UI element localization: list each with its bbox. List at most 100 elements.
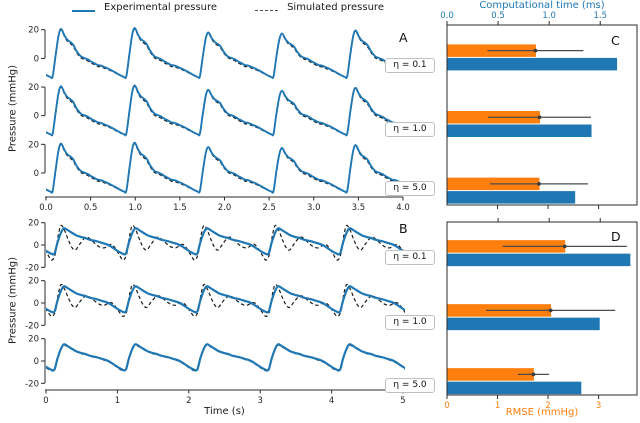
y-tick-label: -20: [25, 321, 39, 331]
y-tick-label: -20: [25, 379, 39, 389]
panel-a: 20 0 20 0 20 0 0.0 0.5 1.0 1.5 2.0 2.5 3.0 3.5 4.0: [28, 26, 410, 213]
comp-time-bar: [447, 191, 576, 204]
y-tick-label: 20: [28, 335, 39, 345]
comp-time-bar: [447, 253, 631, 267]
comp-time-bar: [447, 57, 618, 71]
x-tick-label: 3: [257, 396, 262, 406]
x-tick-label: 4: [329, 396, 334, 406]
panel-label-c: C: [611, 33, 620, 48]
legend-item-simulated: Simulated pressure: [255, 2, 384, 13]
x-tick-label: 2: [186, 396, 191, 406]
panel-a-ylabel: Pressure (mmHg): [7, 64, 19, 153]
rmse-bar: [447, 368, 534, 381]
panel-label-a: A: [399, 30, 408, 45]
plot-box: [446, 221, 638, 396]
x-tick-label: 2.0: [218, 203, 232, 213]
x-tick-label: 4.0: [396, 203, 410, 213]
bar-group-η=0.1: [447, 44, 618, 71]
eta-annotation: η = 1.0: [385, 315, 435, 330]
rmse-tick-label: 1: [495, 401, 500, 411]
legend-label: Simulated pressure: [287, 2, 384, 13]
eta-annotation: η = 5.0: [385, 378, 435, 393]
bar-group-η=5.0: [447, 368, 582, 395]
y-tick-label: 0: [34, 169, 39, 179]
experimental-pressure-line: [46, 285, 405, 314]
simulated-line-swatch: [255, 10, 279, 11]
eta-annotation: η = 1.0: [385, 122, 435, 137]
y-tick-label: 0: [34, 357, 39, 367]
simulated-pressure-line: [46, 143, 405, 194]
panel-a-subplot-1: 20 0: [28, 83, 405, 137]
eta-annotation: η = 5.0: [385, 181, 435, 196]
experimental-pressure-line: [46, 343, 405, 372]
comp-time-bar: [447, 317, 600, 331]
rmse-error-marker: [537, 115, 542, 120]
panel-c: 0.0 0.5 1.0 1.5: [440, 11, 638, 209]
panel-b-ylabel: Pressure (mmHg): [7, 256, 19, 345]
y-tick-label: 20: [28, 26, 39, 36]
rmse-error-marker: [537, 181, 541, 186]
comp-time-tick-label: 1.0: [542, 11, 556, 21]
x-tick-label: 0.5: [84, 203, 98, 213]
rmse-error-marker: [533, 48, 538, 53]
rmse-error-marker: [531, 372, 536, 377]
rmse-error-marker: [548, 308, 553, 313]
simulated-pressure-line: [46, 283, 405, 318]
comp-time-bar: [447, 381, 582, 395]
x-tick-label: 1.0: [128, 203, 142, 213]
simulated-pressure-line: [46, 85, 405, 137]
panel-b-subplot-1: 20 0 -20: [25, 277, 405, 331]
y-tick-label: 20: [28, 140, 39, 150]
panel-d: 0 1 2 3: [444, 218, 638, 411]
comp-time-tick-label: 0.0: [440, 11, 454, 21]
y-tick-label: 0: [34, 54, 39, 64]
panel-b-xlabel: Time (s): [204, 406, 245, 417]
comp-time-tick-label: 0.5: [491, 11, 505, 21]
bar-group-η=5.0: [447, 177, 588, 204]
legend-item-experimental: Experimental pressure: [72, 2, 217, 13]
y-tick-label: 0: [34, 112, 39, 122]
rmse-tick-label: 2: [545, 401, 550, 411]
legend: Experimental pressure Simulated pressure: [72, 2, 384, 13]
x-tick-label: 3.0: [307, 203, 321, 213]
x-tick-label: 1: [115, 396, 120, 406]
x-tick-label: 5: [400, 396, 405, 406]
rmse-error-marker: [562, 244, 567, 249]
rmse-axis-title: RMSE (mmHg): [505, 407, 579, 418]
bar-group-η=1.0: [447, 111, 592, 137]
eta-annotation: η = 0.1: [385, 58, 435, 73]
panel-label-b: B: [399, 221, 408, 236]
legend-label: Experimental pressure: [104, 2, 218, 13]
rmse-tick-label: 3: [596, 401, 601, 411]
comp-time-axis-title: Computational time (ms): [479, 0, 605, 11]
experimental-pressure-line: [46, 141, 405, 194]
y-tick-label: 20: [28, 83, 39, 93]
panel-a-subplot-0: 20 0: [28, 26, 405, 80]
y-tick-label: 20: [28, 219, 39, 229]
panel-a-subplot-2: 20 0: [28, 140, 405, 194]
plot-box: [446, 24, 638, 206]
simulated-pressure-line: [46, 224, 405, 261]
x-tick-label: 2.5: [262, 203, 276, 213]
x-tick-label: 1.5: [173, 203, 187, 213]
experimental-line-swatch: [72, 10, 95, 12]
y-tick-label: -20: [25, 263, 39, 273]
bar-group-η=1.0: [447, 304, 616, 331]
y-tick-label: 0: [34, 241, 39, 251]
experimental-pressure-line: [46, 84, 405, 137]
panel-label-d: D: [611, 229, 621, 244]
rmse-tick-label: 0: [444, 401, 449, 411]
y-tick-label: 20: [28, 277, 39, 287]
bar-group-η=0.1: [447, 240, 631, 267]
simulated-pressure-line: [46, 28, 405, 79]
comp-time-bar: [447, 124, 592, 137]
x-tick-label: 0.0: [39, 203, 53, 213]
x-tick-label: 3.5: [352, 203, 366, 213]
eta-annotation: η = 0.1: [385, 250, 435, 265]
x-tick-label: 0: [43, 396, 48, 406]
simulated-pressure-line: [46, 344, 405, 372]
experimental-pressure-line: [46, 227, 405, 256]
experimental-pressure-line: [46, 27, 405, 80]
